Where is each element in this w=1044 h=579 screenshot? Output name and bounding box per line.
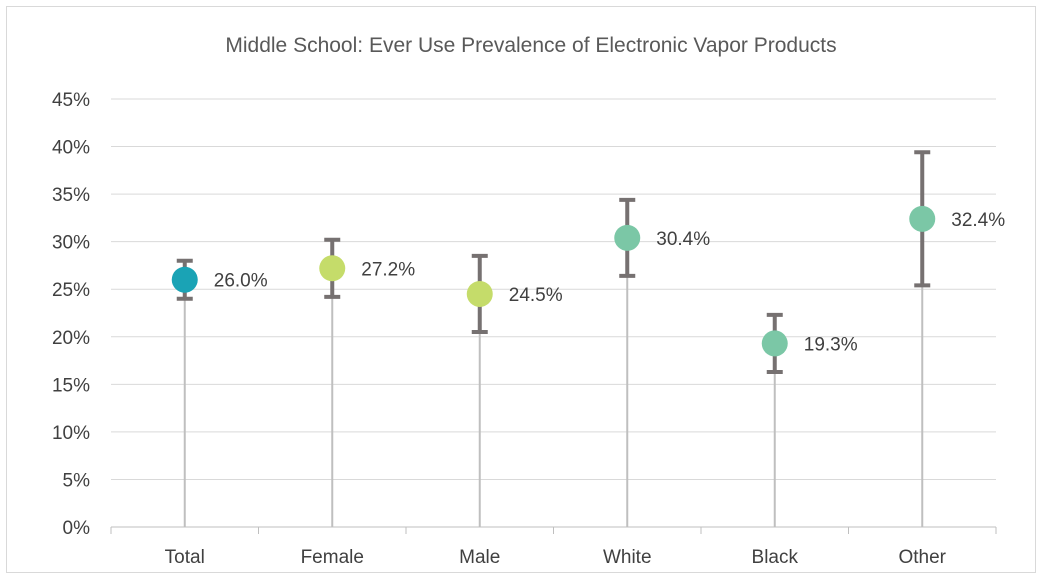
- data-point: [614, 224, 641, 251]
- y-tick-label: 15%: [52, 375, 90, 396]
- x-axis: Total Female Male White Black Other: [110, 526, 997, 568]
- y-axis-ticks: 0% 5% 10% 15% 20% 25% 30% 35% 40% 45%: [52, 90, 90, 539]
- x-tick-label: White: [603, 547, 652, 568]
- x-tick-label: Female: [301, 547, 364, 568]
- data-point: [909, 205, 936, 232]
- data-label: 19.3%: [804, 334, 858, 355]
- y-tick-label: 25%: [52, 280, 90, 301]
- data-label: 32.4%: [951, 210, 1005, 231]
- data-label: 24.5%: [509, 285, 563, 306]
- x-tick-label: Other: [898, 547, 946, 568]
- y-tick-label: 10%: [52, 423, 90, 444]
- drop-lines: [183, 218, 924, 527]
- data-label: 26.0%: [214, 271, 268, 292]
- y-tick-label: 5%: [63, 470, 91, 491]
- y-tick-label: 40%: [52, 138, 90, 159]
- data-point: [319, 255, 346, 282]
- y-tick-label: 30%: [52, 233, 90, 254]
- x-tick-label: Black: [752, 547, 799, 568]
- data-label: 30.4%: [656, 229, 710, 250]
- data-point: [171, 266, 198, 293]
- y-tick-label: 20%: [52, 328, 90, 349]
- y-tick-label: 35%: [52, 185, 90, 206]
- data-point: [761, 330, 788, 357]
- data-points: [171, 205, 936, 357]
- data-point: [466, 280, 493, 307]
- y-tick-label: 45%: [52, 90, 90, 111]
- x-tick-label: Total: [165, 547, 205, 568]
- gridlines: [111, 98, 996, 480]
- data-labels: 26.0% 27.2% 24.5% 30.4% 19.3% 32.4%: [214, 210, 1005, 356]
- chart-title: Middle School: Ever Use Prevalence of El…: [225, 34, 836, 57]
- data-label: 27.2%: [361, 259, 415, 280]
- y-tick-label: 0%: [63, 518, 91, 539]
- x-tick-label: Male: [459, 547, 500, 568]
